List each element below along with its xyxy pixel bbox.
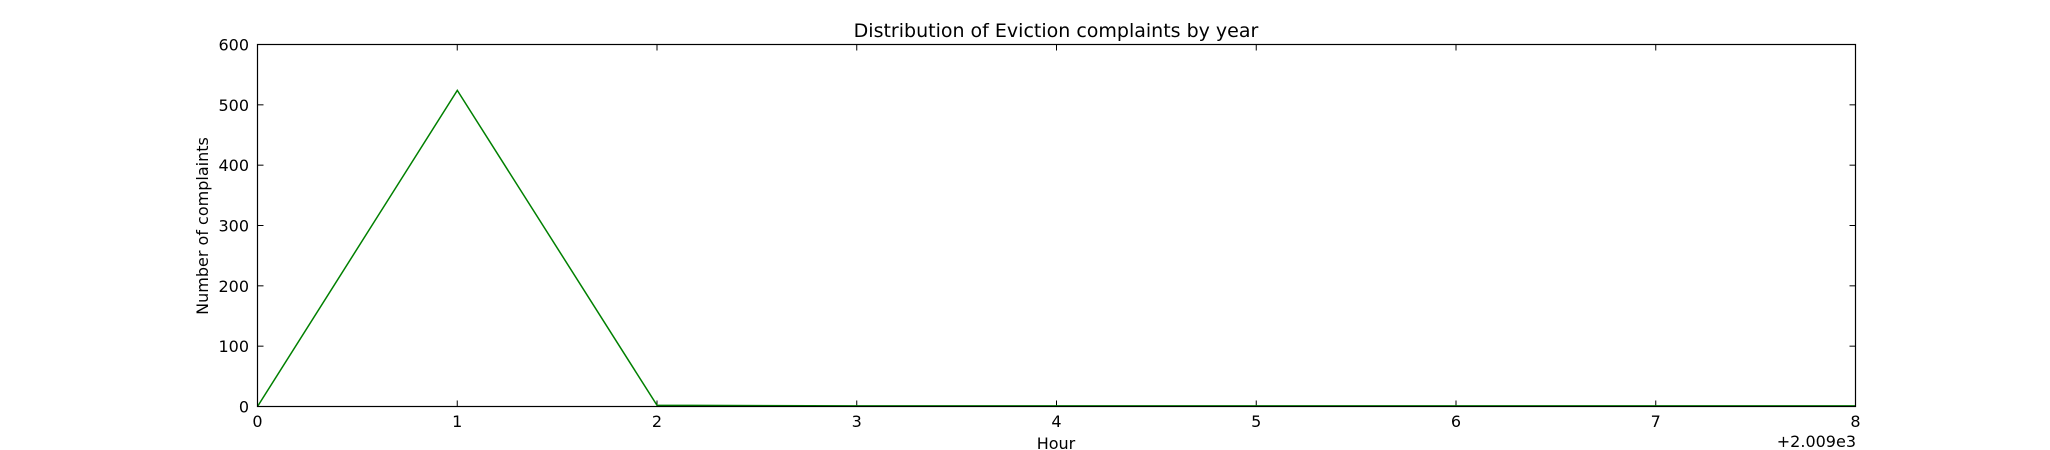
x-axis-label: Hour bbox=[1037, 434, 1076, 450]
x-tick-label: 6 bbox=[1451, 412, 1461, 431]
plot-series bbox=[256, 88, 1856, 407]
x-tick-label: 7 bbox=[1651, 412, 1661, 431]
y-tick-label: 600 bbox=[218, 36, 249, 55]
x-tick-label: 8 bbox=[1850, 412, 1860, 431]
x-tick-label: 2 bbox=[652, 412, 662, 431]
y-axis-label: Number of complaints bbox=[193, 137, 212, 315]
x-tick-label: 3 bbox=[852, 412, 862, 431]
series-line bbox=[256, 88, 1856, 407]
x-tick-label: 4 bbox=[1051, 412, 1061, 431]
chart-title: Distribution of Eviction complaints by y… bbox=[854, 20, 1259, 42]
y-tick-label: 400 bbox=[218, 156, 249, 175]
y-tick-label: 0 bbox=[239, 398, 249, 417]
x-tick-label: 1 bbox=[452, 412, 462, 431]
x-tick-label: 5 bbox=[1251, 412, 1261, 431]
x-tick-label: 0 bbox=[252, 412, 262, 431]
plot-frame bbox=[256, 43, 1857, 408]
y-tick-label: 100 bbox=[218, 337, 249, 356]
y-tick-label: 300 bbox=[218, 217, 249, 236]
x-offset-label: +2.009e3 bbox=[1777, 432, 1856, 450]
y-tick-label: 200 bbox=[218, 277, 249, 296]
ticks: 0 1 2 3 4 5 6 7 8 0 100 200 300 400 500 600 bbox=[218, 36, 1860, 432]
y-tick-label: 500 bbox=[218, 96, 249, 115]
